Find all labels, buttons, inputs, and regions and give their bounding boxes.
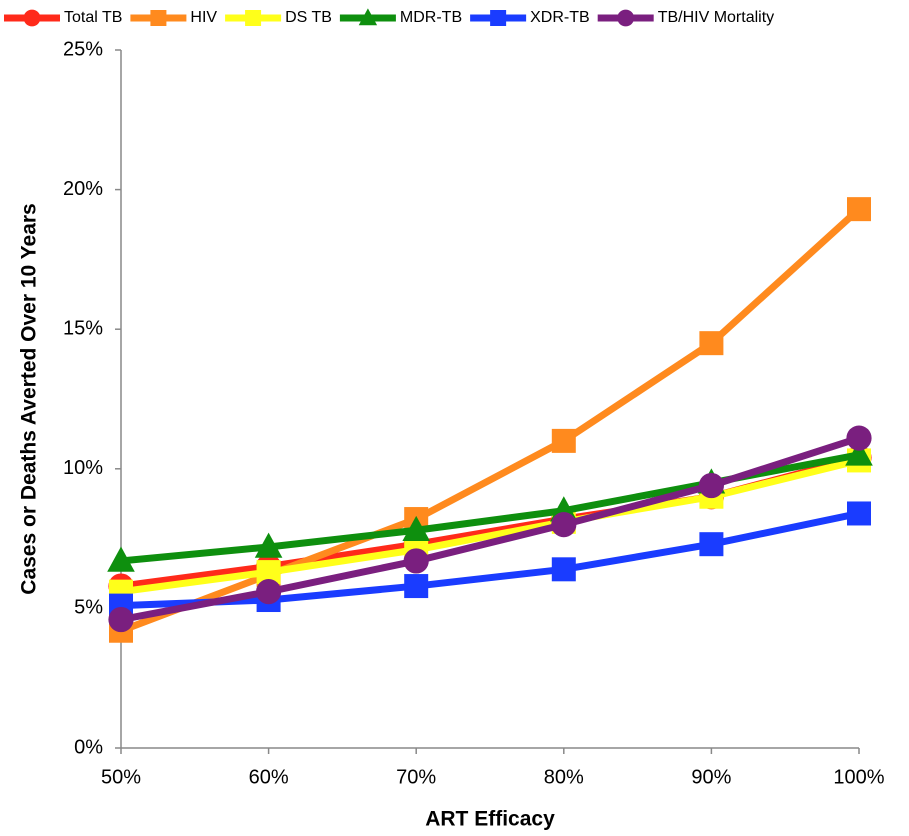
legend-item: TB/HIV Mortality (597, 9, 774, 27)
data-point (403, 548, 429, 574)
data-point (402, 515, 430, 542)
legend-marker (150, 10, 167, 26)
legend-marker (23, 9, 41, 27)
x-tick-label: 50% (101, 766, 141, 788)
x-tick-label: 70% (396, 766, 436, 788)
x-tick-label: 90% (691, 766, 731, 788)
x-axis-title: ART Efficacy (425, 808, 555, 831)
legend-item: XDR-TB (470, 9, 590, 26)
legend-item: Total TB (4, 9, 122, 27)
legend-label: XDR-TB (530, 9, 590, 26)
legend-marker (490, 10, 507, 26)
data-point (404, 574, 429, 599)
y-tick-label: 10% (63, 457, 103, 479)
data-point (699, 532, 724, 557)
data-point (254, 532, 283, 558)
data-point (698, 472, 725, 499)
series-line (120, 510, 860, 610)
series-line (119, 206, 862, 635)
data-point (845, 440, 873, 466)
series-line (120, 434, 861, 624)
x-tick-label: 100% (833, 766, 884, 788)
x-tick-label: 60% (249, 766, 289, 788)
y-tick-label: 0% (74, 736, 103, 758)
data-point (846, 425, 872, 451)
legend-label: DS TB (285, 9, 332, 26)
legend-label: MDR-TB (400, 9, 462, 26)
series (107, 440, 873, 572)
data-point (107, 546, 135, 572)
legend-item: MDR-TB (339, 8, 462, 26)
data-point (551, 512, 577, 538)
y-tick-label: 20% (63, 178, 103, 200)
legend-marker (358, 8, 378, 26)
data-point (551, 428, 576, 453)
legend-label: Total TB (64, 9, 122, 26)
legend-marker (245, 10, 262, 26)
legend-marker (617, 9, 635, 27)
data-point (108, 606, 134, 633)
legend-item: HIV (130, 9, 217, 26)
legend-label: HIV (190, 9, 217, 26)
y-axis-title: Cases or Deaths Averted Over 10 Years (18, 203, 41, 594)
data-point (847, 501, 871, 526)
data-point (847, 197, 871, 222)
x-tick-label: 80% (544, 766, 584, 788)
y-tick-label: 5% (74, 597, 103, 619)
legend-item: DS TB (225, 9, 332, 26)
y-tick-label: 15% (63, 317, 103, 339)
data-point (699, 331, 724, 356)
data-point (256, 579, 282, 605)
series (108, 425, 872, 633)
y-tick-label: 25% (63, 38, 103, 60)
legend-label: TB/HIV Mortality (658, 9, 774, 26)
data-point (551, 557, 576, 582)
series-line (120, 457, 860, 596)
